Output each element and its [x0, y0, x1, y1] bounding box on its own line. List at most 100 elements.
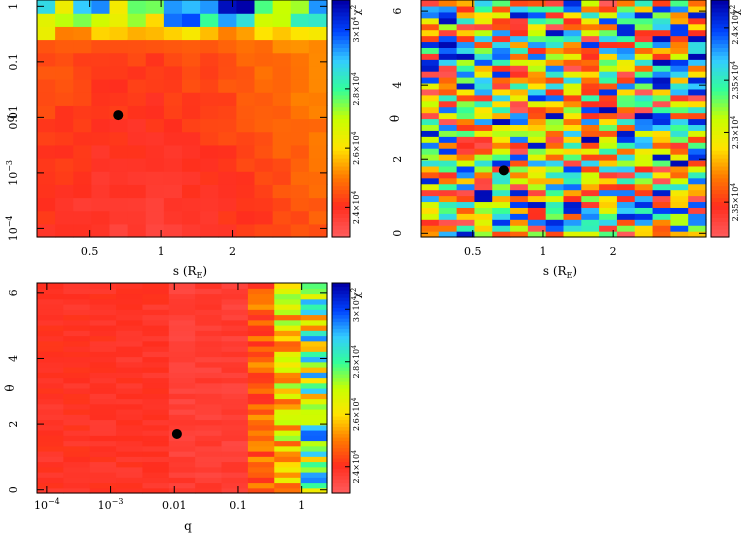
heatmap-cell	[545, 17, 565, 25]
heatmap-cell	[142, 325, 170, 331]
heatmap-cell	[545, 88, 565, 96]
heatmap-cell	[127, 158, 147, 172]
heatmap-cell	[37, 419, 64, 426]
heatmap-cell	[37, 440, 64, 447]
heatmap-cell	[474, 225, 493, 232]
heatmap-cell	[492, 171, 511, 179]
heatmap-cell	[274, 461, 302, 468]
heatmap-cell	[581, 231, 600, 238]
heatmap-cell	[254, 131, 274, 146]
heatmap-cell	[127, 131, 147, 146]
heatmap-cell	[421, 118, 440, 126]
y-tick-label: 1	[7, 3, 20, 10]
heatmap-cell	[688, 5, 707, 13]
heatmap-cell	[652, 0, 671, 7]
colorbar-segment	[332, 169, 350, 175]
heatmap-cell	[116, 325, 144, 331]
heatmap-cell	[247, 283, 275, 289]
heatmap-cell	[182, 131, 201, 146]
heatmap-cell	[527, 195, 547, 203]
heatmap-cell	[545, 77, 565, 84]
heatmap-cell	[247, 356, 275, 363]
heatmap-cell	[274, 435, 302, 442]
colorbar-segment	[711, 169, 729, 175]
heatmap-cell	[218, 171, 237, 185]
heatmap-cell	[55, 223, 74, 238]
colorbar-tick-label: 3×104	[351, 17, 361, 43]
heatmap-cell	[421, 82, 440, 90]
heatmap-cell	[200, 13, 219, 27]
heatmap-cell	[91, 65, 111, 80]
heatmap-cell	[168, 403, 196, 410]
colorbar-segment	[332, 86, 350, 92]
heatmap-cell	[599, 41, 618, 48]
heatmap-cell	[247, 325, 275, 331]
heatmap-cell	[510, 77, 529, 84]
colorbar-segment	[332, 426, 350, 431]
heatmap-cell	[63, 403, 91, 410]
heatmap-cell	[634, 82, 654, 90]
heatmap-cell	[37, 298, 64, 305]
heatmap-cell	[221, 456, 249, 463]
heatmap-cell	[272, 144, 292, 159]
colorbar-segment	[332, 106, 350, 112]
heatmap-cell	[492, 65, 511, 72]
heatmap-cell	[221, 451, 249, 457]
heatmap-cell	[688, 207, 707, 214]
heatmap-cell	[116, 398, 144, 405]
heatmap-cell	[438, 71, 458, 78]
heatmap-cell	[616, 71, 636, 78]
x-axis-title: s (RE)	[543, 264, 577, 280]
heatmap-cell	[127, 171, 147, 185]
heatmap-cell	[308, 131, 328, 146]
colorbar-segment	[332, 110, 350, 116]
heatmap-cell	[599, 148, 618, 155]
heatmap-cell	[421, 136, 440, 143]
colorbar-segment	[332, 297, 350, 302]
heatmap-cell	[254, 52, 274, 67]
heatmap-cell	[474, 77, 493, 84]
heatmap-cell	[274, 356, 302, 363]
heatmap-cell	[89, 403, 117, 410]
heatmap-cell	[73, 65, 92, 80]
heatmap-cell	[290, 131, 310, 146]
heatmap-cell	[599, 47, 618, 54]
heatmap-cell	[195, 325, 223, 331]
colorbar-tick-label: 2.8×104	[351, 72, 361, 106]
x-tick-label: 1	[298, 499, 305, 512]
heatmap-cell	[109, 210, 129, 225]
heatmap-cell	[456, 118, 476, 126]
colorbar-title-superscript: 2	[350, 288, 358, 292]
heatmap-cell	[527, 35, 547, 43]
heatmap-cell	[89, 283, 117, 289]
heatmap-cell	[421, 106, 440, 114]
heatmap-cell	[652, 219, 671, 226]
heatmap-cell	[37, 340, 64, 347]
colorbar-title-superscript: 2	[729, 5, 737, 9]
heatmap-cell	[254, 65, 274, 80]
heatmap-cell	[163, 131, 183, 146]
heatmap-cell	[474, 0, 493, 7]
heatmap-cell	[670, 5, 689, 13]
heatmap-cell	[492, 71, 511, 78]
heatmap-cell	[91, 210, 111, 225]
colorbar-segment	[332, 118, 350, 124]
heatmap-cell	[91, 13, 111, 27]
heatmap-cell	[492, 0, 511, 7]
heatmap-cell	[652, 225, 671, 232]
heatmap-cell	[300, 382, 328, 389]
heatmap-cell	[599, 0, 618, 7]
heatmap-cell	[272, 13, 292, 27]
colorbar-segment	[332, 416, 350, 421]
heatmap-cell	[218, 105, 237, 120]
heatmap-cell	[510, 219, 529, 226]
heatmap-cell	[456, 59, 476, 66]
x-axis-title-subscript: E	[197, 271, 203, 280]
heatmap-cell	[456, 71, 476, 78]
heatmap-cell	[116, 403, 144, 410]
heatmap-cell	[89, 388, 117, 394]
heatmap-cell	[89, 430, 117, 436]
colorbar-segment	[332, 395, 350, 400]
heatmap-cell	[300, 351, 328, 358]
